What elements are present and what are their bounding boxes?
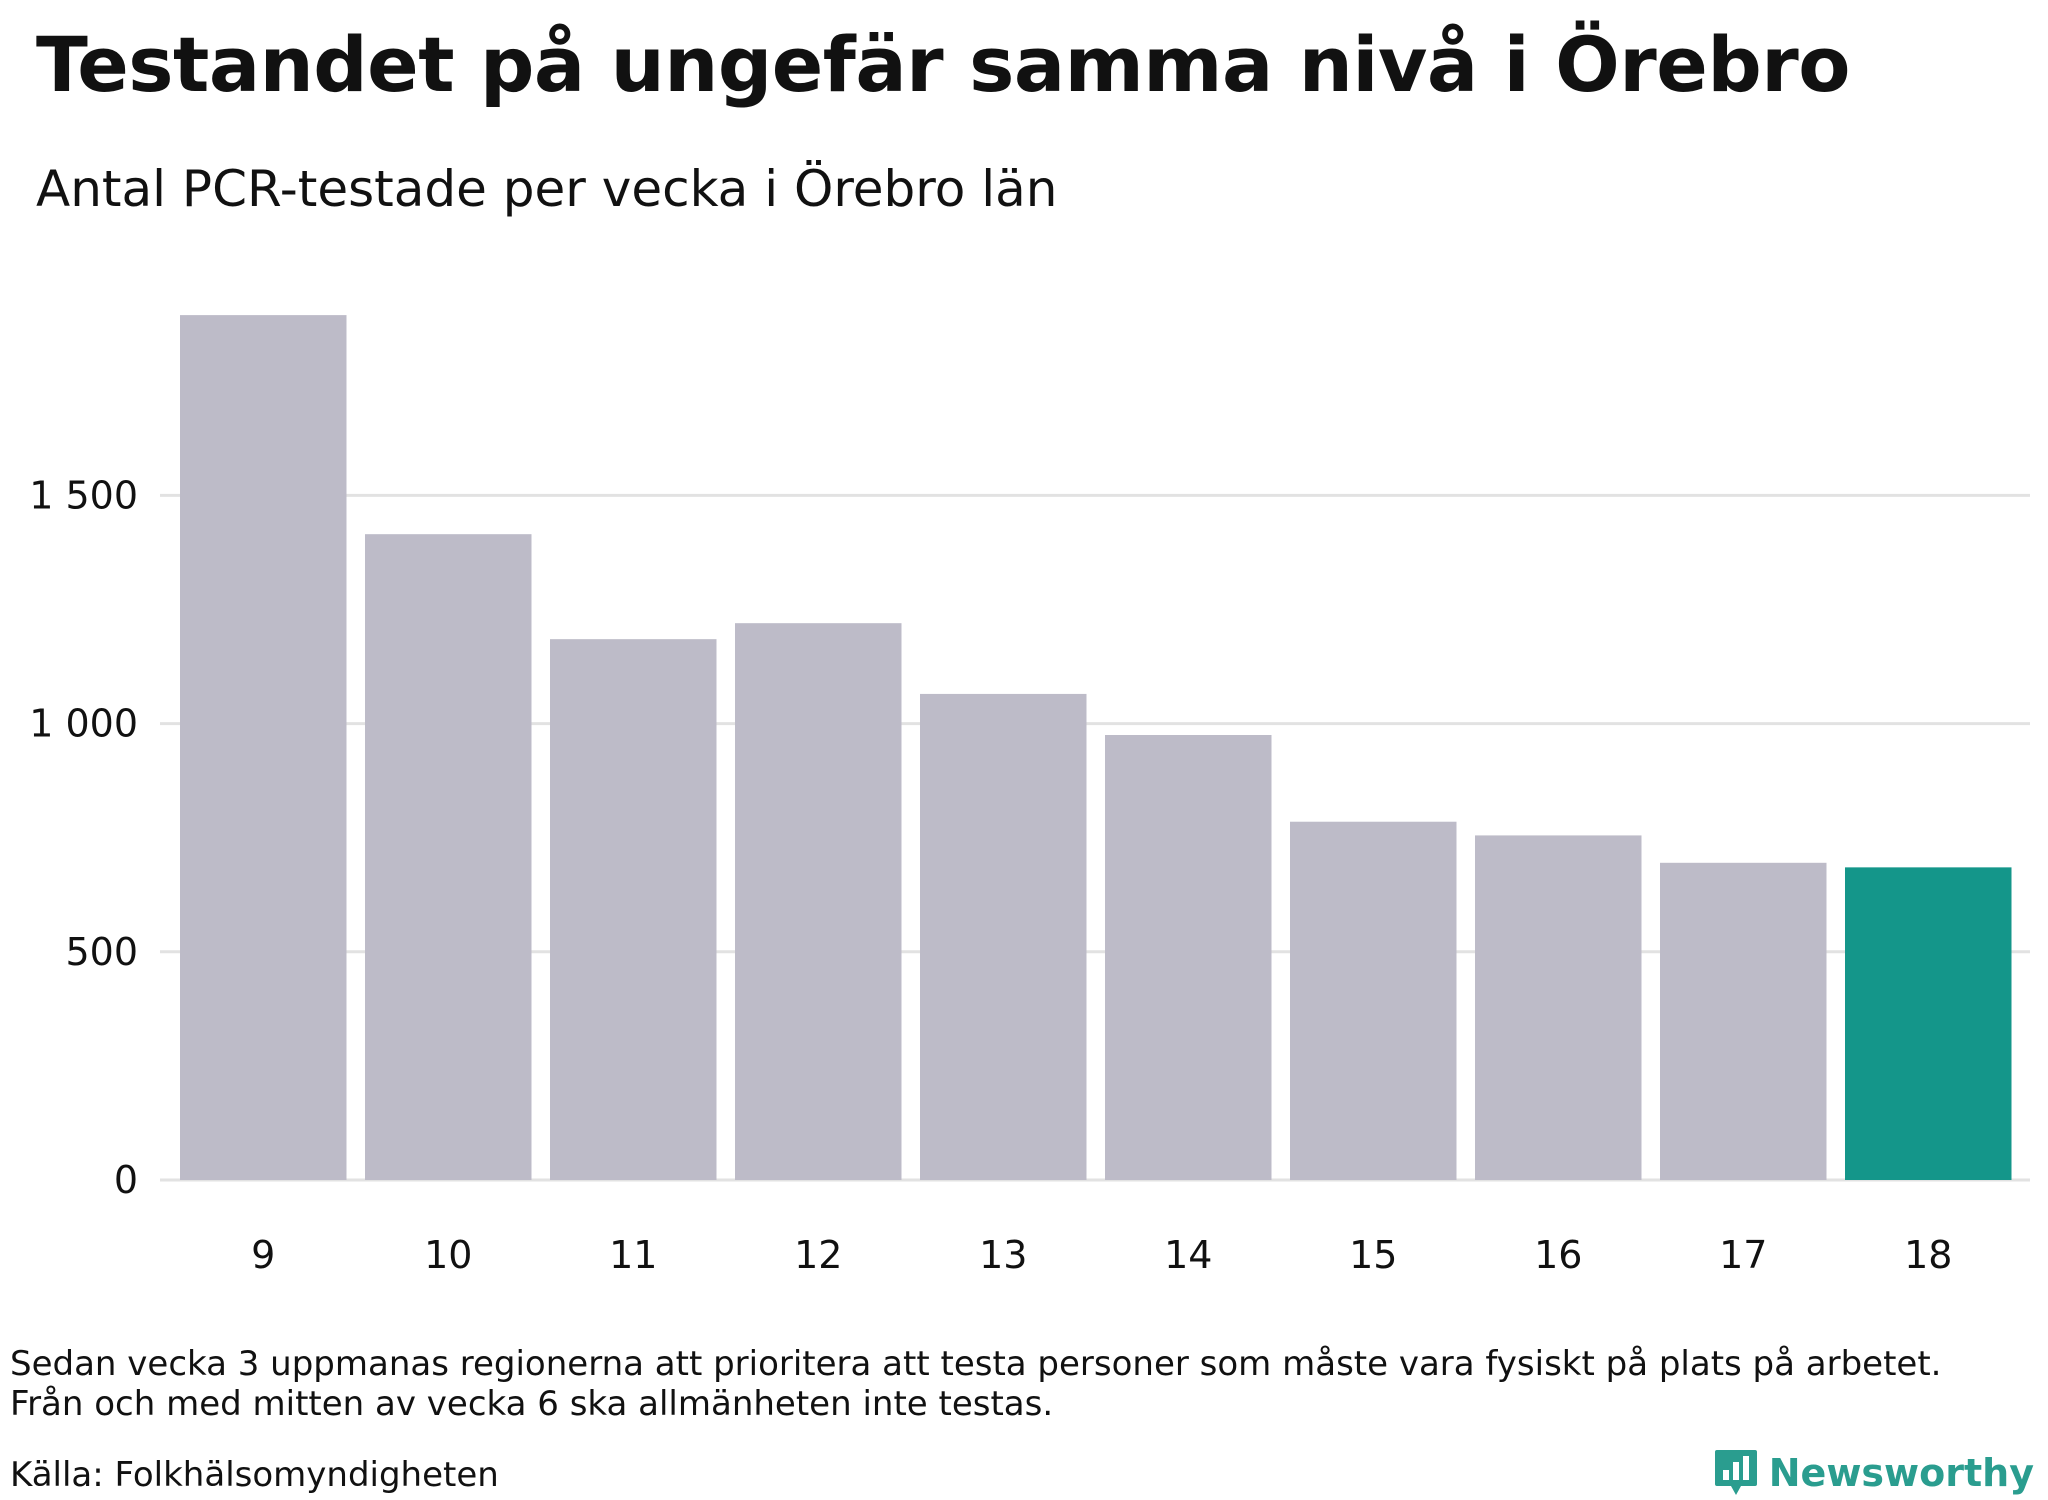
x-tick-label: 9 — [251, 1233, 275, 1277]
y-tick-label: 1 000 — [29, 702, 138, 746]
x-tick-label: 16 — [1534, 1233, 1582, 1277]
bar-week-14 — [1105, 735, 1272, 1180]
x-tick-label: 17 — [1719, 1233, 1767, 1277]
footnote-line-2: Från och med mitten av vecka 6 ska allmä… — [10, 1384, 1054, 1424]
bar-week-9 — [180, 315, 347, 1181]
bar-week-18 — [1845, 867, 2012, 1180]
y-tick-label: 0 — [114, 1158, 138, 1202]
bar-chart: 0 500 1 000 1 500 9 10 11 12 13 14 15 16 17 18 — [29, 315, 2030, 1277]
x-tick-label: 15 — [1349, 1233, 1397, 1277]
footnote: Sedan vecka 3 uppmanas regionerna att pr… — [10, 1344, 1941, 1424]
y-axis-ticks: 0 500 1 000 1 500 — [29, 473, 138, 1202]
bar-chart-icon — [1714, 1450, 1757, 1495]
x-tick-label: 11 — [609, 1233, 657, 1277]
bar-week-13 — [920, 693, 1087, 1180]
bar-week-16 — [1475, 835, 1642, 1180]
x-axis-ticks: 9 10 11 12 13 14 15 16 17 18 — [251, 1233, 1952, 1277]
x-tick-label: 10 — [424, 1233, 472, 1277]
chart-subtitle: Antal PCR-testade per vecka i Örebro län — [36, 160, 1058, 218]
y-tick-label: 500 — [65, 930, 138, 974]
brand-name: Newsworthy — [1768, 1451, 2034, 1495]
bars — [180, 315, 2012, 1181]
bar-week-11 — [550, 639, 717, 1180]
x-tick-label: 14 — [1164, 1233, 1212, 1277]
bar-week-12 — [735, 623, 902, 1180]
brand-logo: Newsworthy — [1713, 1448, 2034, 1498]
y-tick-label: 1 500 — [29, 473, 138, 517]
bar-week-17 — [1660, 862, 1827, 1180]
x-tick-label: 18 — [1904, 1233, 1952, 1277]
x-tick-label: 12 — [794, 1233, 842, 1277]
chart-title: Testandet på ungefär samma nivå i Örebro — [36, 20, 1850, 109]
bar-week-15 — [1290, 821, 1457, 1180]
bar-week-10 — [365, 534, 532, 1180]
source-label: Källa: Folkhälsomyndigheten — [10, 1455, 499, 1495]
x-tick-label: 13 — [979, 1233, 1027, 1277]
footnote-line-1: Sedan vecka 3 uppmanas regionerna att pr… — [10, 1344, 1942, 1384]
